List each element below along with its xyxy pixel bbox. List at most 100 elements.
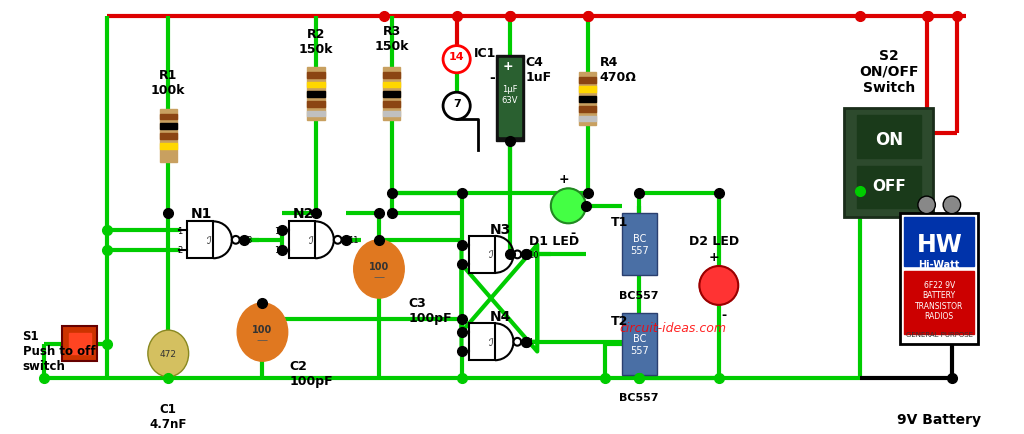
Bar [857, 167, 921, 208]
Text: ℐ: ℐ [207, 235, 211, 245]
Text: 5: 5 [459, 328, 464, 337]
Bar [904, 271, 974, 334]
Text: R3
150k: R3 150k [375, 25, 409, 53]
Circle shape [334, 237, 342, 244]
Text: R2
150k: R2 150k [299, 28, 333, 56]
Bar [383, 82, 400, 88]
Bar [383, 102, 400, 108]
Text: +: + [503, 60, 513, 73]
Text: —: — [374, 271, 385, 281]
Bar [579, 116, 596, 122]
Text: OFF: OFF [871, 178, 905, 194]
Text: N4: N4 [489, 309, 511, 324]
Bar [500, 59, 521, 137]
Bar [160, 124, 177, 130]
Bar [289, 222, 315, 259]
Text: R4
470Ω: R4 470Ω [599, 56, 636, 84]
Text: circuit-ideas.com: circuit-ideas.com [620, 321, 727, 334]
Text: 2: 2 [177, 246, 182, 254]
Bar [307, 112, 325, 117]
Bar [187, 222, 213, 259]
Text: R1
100k: R1 100k [151, 69, 185, 97]
Bar [904, 218, 974, 266]
Bar [160, 114, 177, 120]
Text: IC1: IC1 [474, 47, 497, 60]
Bar [622, 213, 656, 275]
Bar [307, 82, 325, 88]
Text: T2: T2 [611, 315, 629, 328]
Bar [622, 313, 656, 375]
Text: 1μF
63V: 1μF 63V [502, 85, 518, 105]
Text: 6F22 9V
BATTERY
TRANSISTOR
RADIOS: 6F22 9V BATTERY TRANSISTOR RADIOS [915, 280, 964, 320]
Text: C2
100pF: C2 100pF [290, 359, 333, 387]
Bar [579, 78, 596, 83]
Text: 100: 100 [369, 261, 389, 271]
Circle shape [551, 189, 586, 224]
Text: N3: N3 [489, 222, 511, 237]
Text: BC557: BC557 [620, 291, 659, 301]
Text: -: - [721, 308, 726, 321]
Text: 8: 8 [459, 260, 464, 269]
Text: Hi-Watt: Hi-Watt [919, 260, 959, 270]
Text: 472: 472 [160, 349, 177, 358]
Text: —: — [257, 334, 268, 344]
Bar [857, 115, 921, 159]
Bar [307, 92, 325, 98]
Bar [70, 333, 90, 355]
Text: BC
557: BC 557 [630, 233, 648, 255]
Text: 10: 10 [528, 250, 539, 259]
Text: 9: 9 [459, 240, 464, 250]
Text: 11: 11 [348, 236, 358, 245]
Circle shape [943, 197, 961, 214]
Text: D1 LED: D1 LED [528, 234, 579, 247]
Text: ℐ: ℐ [488, 250, 493, 260]
Text: S1
Push to off
switch: S1 Push to off switch [23, 329, 95, 372]
Bar [579, 107, 596, 112]
Ellipse shape [147, 330, 188, 377]
Text: ON: ON [874, 131, 903, 148]
Text: 1: 1 [177, 226, 182, 235]
Text: N2: N2 [293, 207, 314, 221]
Text: HW: HW [916, 232, 963, 256]
Text: 13: 13 [273, 226, 285, 235]
Text: 9V Battery: 9V Battery [897, 412, 981, 426]
Text: ℐ: ℐ [488, 337, 493, 347]
Text: GENERAL PURPOSE: GENERAL PURPOSE [906, 331, 973, 337]
Text: -: - [488, 70, 495, 85]
Bar [160, 109, 177, 163]
Text: 14: 14 [449, 52, 465, 62]
Circle shape [443, 46, 470, 74]
Text: N1: N1 [190, 207, 212, 221]
Text: 4: 4 [528, 338, 534, 346]
Bar [160, 143, 177, 149]
Ellipse shape [353, 240, 404, 299]
Bar [900, 213, 978, 344]
Bar [383, 72, 400, 79]
Text: 7: 7 [453, 99, 461, 108]
Text: T1: T1 [611, 216, 629, 229]
Text: 3: 3 [247, 236, 252, 245]
Bar [383, 68, 400, 121]
Bar [844, 108, 934, 217]
Text: -: - [570, 227, 575, 240]
Text: C4
1uF: C4 1uF [525, 56, 552, 84]
Bar [160, 134, 177, 139]
Bar [497, 56, 523, 141]
Circle shape [513, 251, 521, 259]
Bar [383, 112, 400, 117]
Bar [383, 92, 400, 98]
Bar [579, 87, 596, 93]
Text: ℐ: ℐ [308, 235, 313, 245]
Text: 12: 12 [273, 246, 285, 254]
Text: BC557: BC557 [620, 392, 659, 402]
Circle shape [699, 266, 738, 305]
Text: D2 LED: D2 LED [689, 234, 739, 247]
Text: BC
557: BC 557 [630, 333, 648, 355]
Bar [579, 97, 596, 103]
Ellipse shape [238, 303, 288, 362]
Text: C1
4.7nF: C1 4.7nF [150, 402, 187, 430]
Bar [469, 324, 495, 360]
Circle shape [231, 237, 240, 244]
Circle shape [443, 93, 470, 120]
Bar [307, 68, 325, 121]
